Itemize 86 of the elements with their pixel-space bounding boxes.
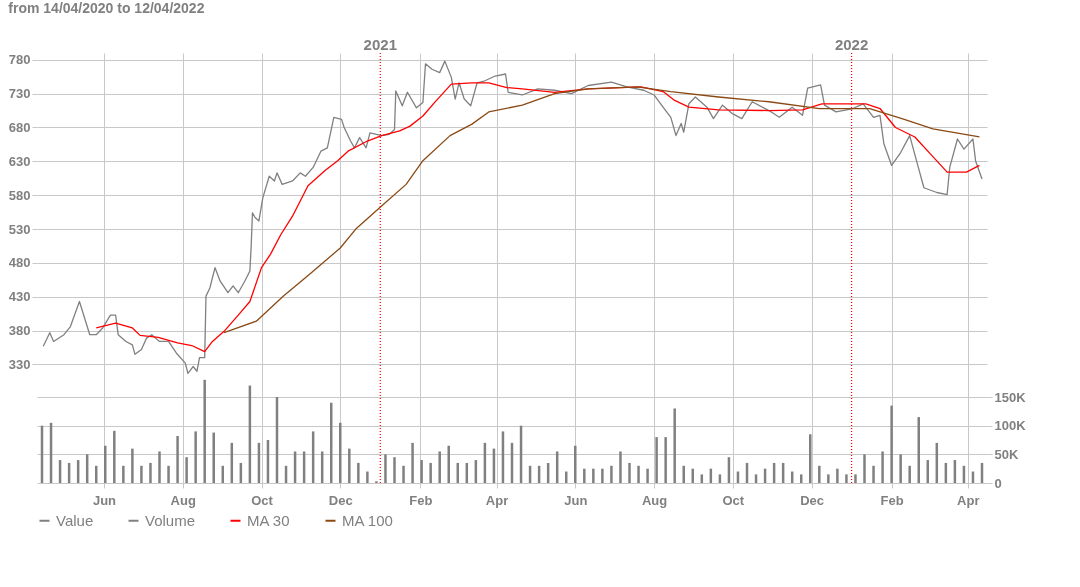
y-tick-label: 380	[8, 323, 31, 339]
y2-tick-label: 0	[994, 475, 1002, 491]
y-tick-label: 330	[8, 357, 31, 372]
bar	[664, 437, 667, 483]
bar	[845, 474, 848, 483]
bar	[447, 445, 450, 483]
bar	[619, 451, 622, 483]
bar	[185, 457, 188, 483]
bar	[610, 465, 613, 483]
bar	[872, 465, 875, 483]
bar	[637, 465, 640, 483]
y-tick-label: 630	[8, 153, 31, 169]
bar	[827, 474, 830, 483]
y-tick-label: 680	[8, 119, 31, 135]
x-tick-label: Feb	[409, 492, 433, 508]
bar	[429, 462, 432, 483]
bar	[592, 468, 595, 483]
x-tick-label: Jun	[92, 492, 117, 508]
bar	[411, 442, 414, 483]
ref-line-label: 2021	[363, 36, 397, 53]
bar	[402, 465, 405, 483]
bar	[167, 465, 170, 483]
bar	[203, 379, 206, 483]
bar	[113, 430, 116, 483]
bar	[673, 408, 676, 483]
x-tick-label: Aug	[170, 492, 196, 508]
legend-label: MA 30	[247, 511, 290, 529]
bar	[122, 465, 125, 483]
bar	[836, 468, 839, 483]
bar	[646, 468, 649, 483]
bar	[809, 434, 812, 483]
y2-tick-label: 100K	[994, 418, 1027, 434]
bar	[574, 445, 577, 483]
legend-label: MA 100	[342, 511, 393, 529]
x-tick-label: Oct	[722, 492, 745, 508]
legend-label: Value	[56, 511, 94, 529]
bar	[140, 465, 143, 483]
bar	[339, 422, 342, 483]
y2-tick-label: 150K	[994, 389, 1027, 405]
bar	[908, 465, 911, 483]
bar	[420, 460, 423, 483]
legend-label: Volume	[145, 511, 196, 529]
bar	[438, 451, 441, 483]
line-series	[223, 86, 981, 334]
x-tick-label: Aug	[641, 492, 668, 508]
y-tick-label: 430	[8, 289, 31, 305]
bar	[583, 468, 586, 483]
bar	[682, 465, 685, 483]
line-series	[42, 60, 983, 374]
x-tick-label: Dec	[328, 492, 353, 508]
bar	[854, 474, 857, 483]
bar	[899, 454, 902, 483]
y-tick-label: 730	[8, 86, 31, 102]
bar	[366, 471, 369, 483]
y-tick-label: 780	[8, 52, 31, 68]
bar	[818, 465, 821, 483]
bar	[628, 462, 631, 483]
y-tick-label: 530	[8, 221, 31, 237]
x-tick-label: Apr	[485, 492, 509, 508]
bar	[176, 435, 179, 483]
x-tick-label: Jun	[564, 492, 588, 508]
bar	[348, 448, 351, 483]
bar	[890, 405, 893, 483]
bar	[393, 457, 396, 483]
bar	[881, 451, 884, 483]
x-tick-label: Apr	[957, 492, 980, 508]
bar	[131, 448, 134, 483]
bar	[149, 462, 152, 483]
bar	[104, 445, 107, 483]
bar	[357, 462, 360, 483]
x-tick-label: Oct	[251, 492, 274, 508]
y2-tick-label: 50K	[994, 446, 1019, 462]
y-tick-label: 580	[8, 187, 31, 203]
bar	[384, 454, 387, 483]
bar	[863, 454, 866, 483]
x-tick-label: Dec	[800, 492, 824, 508]
x-tick-label: Feb	[880, 492, 904, 508]
bar	[158, 451, 161, 483]
chart-title: from 14/04/2020 to 12/04/2022	[8, 0, 205, 16]
y-tick-label: 480	[8, 255, 31, 271]
bar	[212, 432, 215, 483]
bar	[917, 417, 920, 483]
bar	[655, 437, 658, 483]
bar	[194, 431, 197, 483]
ref-line-label: 2022	[834, 36, 869, 53]
bar	[601, 468, 604, 483]
